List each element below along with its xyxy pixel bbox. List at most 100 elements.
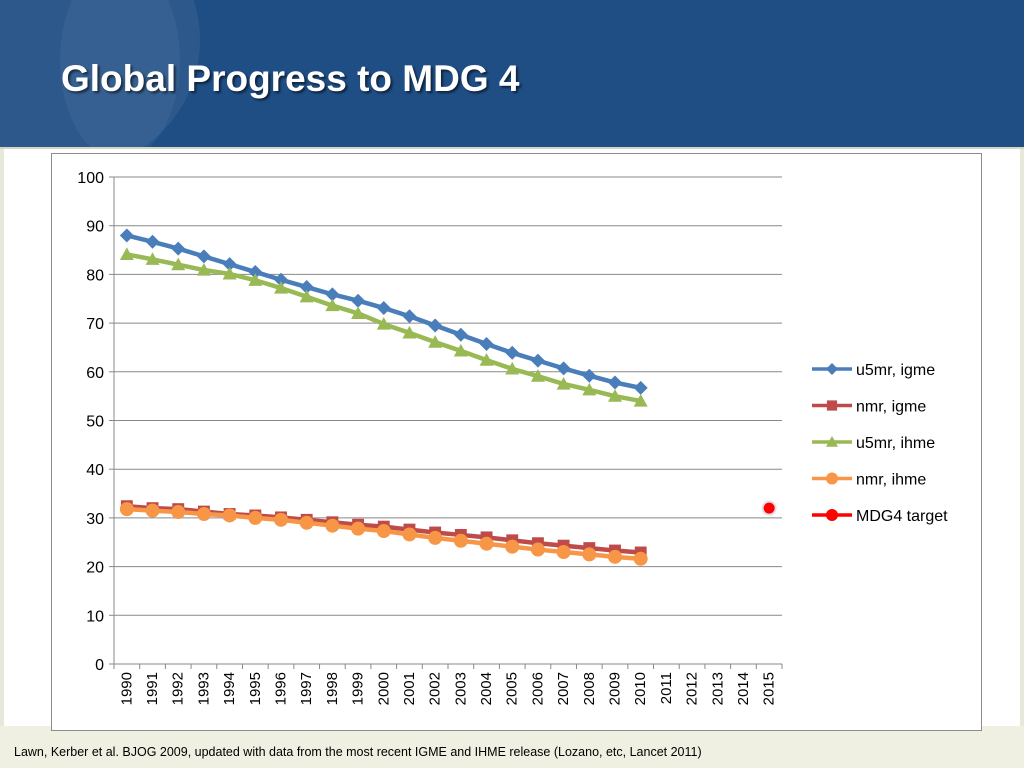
series-0-point [222, 257, 237, 272]
series-3-point [402, 527, 417, 542]
series-0-point [556, 361, 571, 376]
series-3-point [505, 539, 520, 554]
series-2-point [505, 361, 520, 375]
header-decoration [0, 0, 200, 147]
y-tick-label: 20 [86, 560, 104, 577]
series-0-point [582, 368, 597, 383]
series-3-point [608, 549, 622, 564]
series-3-point [196, 507, 211, 522]
x-tick-label: 2006 [529, 672, 546, 705]
series-2-point [479, 353, 494, 366]
series-2-point [530, 369, 545, 382]
series-0-point [530, 353, 545, 368]
chart-canvas: 0 10 20 30 40 50 60 70 80 90 100 1990 1991 1992 1993 19… [77, 170, 948, 705]
x-tick-label: 1994 [221, 672, 238, 705]
series-2-point [608, 389, 622, 402]
series-0-point [145, 234, 160, 249]
legend-marker [826, 436, 838, 447]
series-3-point [171, 505, 186, 520]
x-tick-label: 1991 [144, 672, 161, 705]
series-3-point [248, 510, 263, 525]
x-tick-label: 2015 [761, 672, 778, 705]
series-2-point [222, 266, 237, 280]
x-tick-label: 2010 [632, 672, 649, 705]
legend-marker [826, 363, 838, 375]
legend-label: MDG4 target [856, 508, 948, 525]
series-3-point [351, 521, 366, 536]
series-0-point [505, 345, 520, 360]
series-0-point [633, 380, 648, 395]
y-tick-label: 50 [86, 414, 104, 431]
series-0-point [274, 272, 288, 287]
series-3-point [274, 512, 288, 527]
series-2-point [633, 394, 648, 407]
x-tick-label: 2014 [735, 672, 752, 705]
y-tick-label: 30 [86, 511, 104, 528]
x-tick-label: 2004 [478, 672, 495, 705]
legend-marker [826, 400, 838, 411]
line-chart: 0 10 20 30 40 50 60 70 80 90 100 1990 1991 1992 1993 19… [51, 153, 982, 731]
series-3-point [299, 515, 314, 530]
x-tick-label: 2008 [581, 672, 598, 705]
series-2-point [119, 247, 134, 261]
series-3-point [145, 503, 160, 518]
series-3-point [376, 524, 391, 539]
series-2-point [248, 273, 263, 286]
series-2-point [196, 263, 211, 276]
series-3-point [325, 518, 340, 533]
legend-label: nmr, ihme [856, 472, 926, 489]
x-tick-label: 2009 [607, 672, 624, 705]
series-0-point [402, 309, 417, 324]
series-3-point [119, 502, 134, 517]
series-2-point [376, 317, 391, 330]
series-0-point [453, 327, 468, 342]
series-0-point [325, 287, 340, 302]
x-tick-label: 1998 [324, 672, 341, 705]
slide-title: Global Progress to MDG 4 [61, 58, 520, 99]
series-2-point [145, 252, 160, 265]
series-3-point [530, 542, 545, 557]
series-0-point [196, 249, 211, 264]
y-tick-label: 100 [77, 170, 104, 187]
series-2-point [351, 306, 366, 319]
x-tick-label: 2007 [555, 672, 572, 705]
y-tick-label: 80 [86, 267, 104, 284]
x-tick-label: 2000 [375, 672, 392, 705]
y-tick-label: 40 [86, 462, 104, 479]
series-3-point [633, 551, 648, 566]
series-0-point [248, 264, 263, 279]
series-3-point [582, 547, 597, 562]
x-tick-label: 2002 [427, 672, 444, 705]
slide-border-right [1020, 149, 1024, 768]
series-3-point [453, 533, 468, 548]
series-2-point [325, 298, 340, 312]
series-0-point [299, 280, 314, 295]
series-0-point [479, 337, 494, 352]
series-2-point [171, 257, 186, 271]
series-3-point [556, 544, 571, 559]
series-0-point [376, 301, 391, 316]
series-2-point [582, 382, 597, 396]
series-3-point [479, 536, 494, 551]
x-tick-label: 1996 [273, 672, 290, 705]
x-tick-label: 2011 [658, 672, 675, 704]
legend-label: u5mr, ihme [856, 435, 935, 452]
x-tick-label: 2012 [684, 672, 701, 705]
x-tick-label: 2013 [709, 672, 726, 705]
x-tick-label: 2005 [504, 672, 521, 705]
source-citation: Lawn, Kerber et al. BJOG 2009, updated w… [14, 745, 702, 759]
y-tick-label: 10 [86, 608, 104, 625]
series-0-point [608, 375, 622, 390]
x-tick-label: 2001 [401, 672, 418, 705]
x-tick-label: 1999 [350, 672, 367, 705]
x-tick-label: 1990 [118, 672, 135, 705]
series-2-point [402, 325, 417, 339]
header-decoration-inner [60, 0, 180, 147]
slide-border-left [0, 149, 4, 768]
series-3-point [428, 530, 443, 545]
series-0-point [119, 228, 134, 243]
y-tick-label: 60 [86, 365, 104, 382]
x-tick-label: 1995 [247, 672, 264, 705]
legend-marker [826, 472, 838, 485]
y-tick-label: 70 [86, 316, 104, 333]
